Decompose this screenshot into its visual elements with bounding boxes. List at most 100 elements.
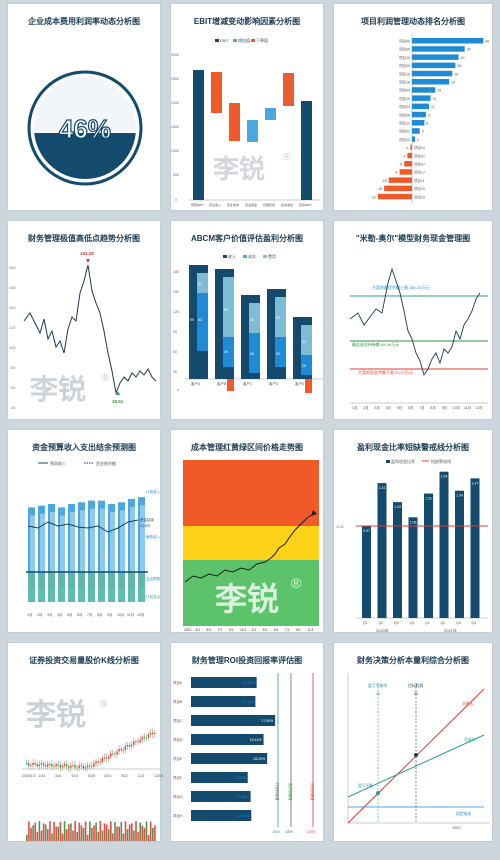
svg-text:6月: 6月 bbox=[77, 612, 82, 617]
max-marker bbox=[86, 259, 90, 263]
rank-label: 项目11 bbox=[414, 178, 425, 183]
svg-text:4月: 4月 bbox=[386, 405, 391, 410]
svg-text:95: 95 bbox=[190, 318, 194, 322]
svg-text:5月: 5月 bbox=[397, 405, 402, 410]
svg-text:客户D: 客户D bbox=[269, 381, 279, 386]
svg-text:28: 28 bbox=[250, 318, 254, 322]
ratio-bar bbox=[408, 517, 418, 618]
svg-text:3月: 3月 bbox=[374, 405, 379, 410]
ratio-label: 1.47 bbox=[472, 481, 479, 485]
ratio-bar bbox=[455, 490, 464, 618]
svg-text:32: 32 bbox=[198, 282, 202, 286]
svg-text:52: 52 bbox=[276, 352, 280, 356]
svg-text:1.02: 1.02 bbox=[336, 524, 345, 529]
svg-text:良好回报值: 良好回报值 bbox=[288, 783, 293, 801]
svg-text:2月: 2月 bbox=[37, 612, 42, 617]
x-tick-labels: 1月 2月 3月 4月 5月 6月 7月 8月 9月 10月 11月 12月 bbox=[352, 405, 483, 410]
rank-bar bbox=[412, 54, 459, 60]
ratio-label: 0.97 bbox=[363, 529, 370, 533]
card-title: "米勒-奥尔"模型财务现金管理图 bbox=[355, 234, 471, 243]
svg-text:120: 120 bbox=[9, 325, 16, 330]
svg-text:1/1: 1/1 bbox=[251, 628, 256, 632]
rank-label: 项目10 bbox=[399, 96, 410, 101]
svg-text:11/3: 11/3 bbox=[138, 774, 145, 778]
rag-chart: 2021 3/1 5/1 7/1 9/1 11/1 1/1 3/1 5/1 7/1 9/1 11/1 … bbox=[183, 460, 319, 632]
candle bbox=[51, 764, 53, 767]
svg-text:Q4: Q4 bbox=[410, 621, 415, 625]
candle bbox=[107, 756, 110, 759]
svg-text:营业成本: 营业成本 bbox=[227, 202, 239, 207]
card-abcm: ABCM客户价值评估盈利分析图 收入 成本 费用 180 150 120 90 60 30… bbox=[170, 220, 324, 420]
bar-actual-ebit bbox=[301, 101, 312, 200]
svg-text:2月: 2月 bbox=[363, 405, 368, 410]
candle bbox=[57, 764, 59, 766]
svg-text:1月: 1月 bbox=[27, 612, 32, 617]
rank-label: 项目04 bbox=[399, 88, 410, 93]
svg-text:8月: 8月 bbox=[430, 405, 435, 410]
svg-text:项目D: 项目D bbox=[173, 737, 183, 742]
candle bbox=[78, 765, 80, 768]
rank-bar bbox=[404, 161, 412, 167]
rank-label: 项目01 bbox=[414, 153, 425, 158]
svg-text:Q2: Q2 bbox=[441, 621, 446, 625]
x-tick-labels: 客户A 客户B 客户C 客户D 客户E bbox=[191, 381, 305, 386]
svg-text:11/1: 11/1 bbox=[307, 628, 314, 632]
roi-label: 12.07% bbox=[234, 776, 246, 780]
roi-bar bbox=[191, 810, 252, 821]
candle bbox=[97, 761, 99, 763]
ratio-label: 1.34 bbox=[456, 494, 463, 498]
svg-text:160: 160 bbox=[9, 285, 16, 290]
svg-text:6月: 6月 bbox=[408, 405, 413, 410]
trend-chart: 40 60 80 100 120 140 160 180 162.39 19.51 李锐 ® bbox=[9, 251, 157, 410]
roi-label: 12.82% bbox=[237, 814, 249, 818]
svg-text:实际EBIT: 实际EBIT bbox=[299, 202, 312, 207]
rank-label: 项目02 bbox=[399, 129, 410, 134]
rank-label: 项目18 bbox=[399, 80, 410, 85]
expense-bar bbox=[138, 572, 145, 602]
roi-bar bbox=[191, 791, 251, 802]
rank-bar bbox=[377, 193, 412, 200]
svg-text:®: ® bbox=[102, 373, 110, 384]
svg-text:9/1: 9/1 bbox=[229, 628, 234, 632]
ratio-label: 1.22 bbox=[394, 505, 401, 509]
x-tick-labels: 1月 2月 3月 4月 5月 6月 7月 8月 9月 10月 11月 12月 bbox=[27, 612, 144, 617]
legend-decrease: 下降值 bbox=[256, 37, 268, 43]
candle bbox=[105, 757, 108, 759]
svg-text:盈利现金比率: 盈利现金比率 bbox=[391, 458, 415, 464]
card-miller-orr: "米勒-奥尔"模型财务现金管理图 方案的最优余额上限 180.25万元 最佳现金… bbox=[333, 220, 493, 420]
rank-label: 项目20 bbox=[414, 186, 425, 191]
svg-text:最佳现金持有额 69.49万元: 最佳现金持有额 69.49万元 bbox=[352, 341, 399, 347]
candle bbox=[103, 757, 106, 759]
yellow-zone bbox=[183, 526, 319, 560]
svg-text:7/1: 7/1 bbox=[218, 628, 223, 632]
rank-label: 项目09 bbox=[399, 63, 410, 68]
rank-label: 项目03 bbox=[399, 104, 410, 109]
candle bbox=[40, 763, 43, 765]
svg-text:5/1: 5/1 bbox=[206, 628, 211, 632]
rank-bar bbox=[412, 38, 484, 44]
svg-text:1月: 1月 bbox=[352, 405, 357, 410]
svg-text:预算EBIT: 预算EBIT bbox=[191, 202, 204, 207]
candle bbox=[149, 732, 152, 735]
max-label: 162.39 bbox=[80, 251, 94, 256]
rank-value: -8 bbox=[394, 171, 397, 175]
candle bbox=[49, 764, 51, 765]
candle bbox=[147, 734, 150, 738]
svg-text:Q3: Q3 bbox=[456, 621, 461, 625]
roi-bar bbox=[191, 753, 268, 764]
candle bbox=[133, 741, 135, 745]
ratio-bar bbox=[362, 525, 371, 618]
candle bbox=[91, 765, 93, 767]
rank-label: 项目19 bbox=[414, 194, 425, 199]
candle bbox=[80, 765, 82, 767]
rank-value: -1 bbox=[405, 146, 408, 150]
candle bbox=[93, 763, 95, 767]
svg-text:营业税金: 营业税金 bbox=[245, 202, 257, 207]
rank-value: -22 bbox=[371, 195, 376, 199]
rank-value: -18 bbox=[377, 187, 382, 191]
svg-text:10月: 10月 bbox=[453, 405, 460, 410]
svg-text:12/16: 12/16 bbox=[154, 774, 163, 778]
candle bbox=[143, 736, 145, 738]
gauge-ring bbox=[27, 70, 143, 186]
svg-text:计划收入: 计划收入 bbox=[146, 489, 160, 494]
